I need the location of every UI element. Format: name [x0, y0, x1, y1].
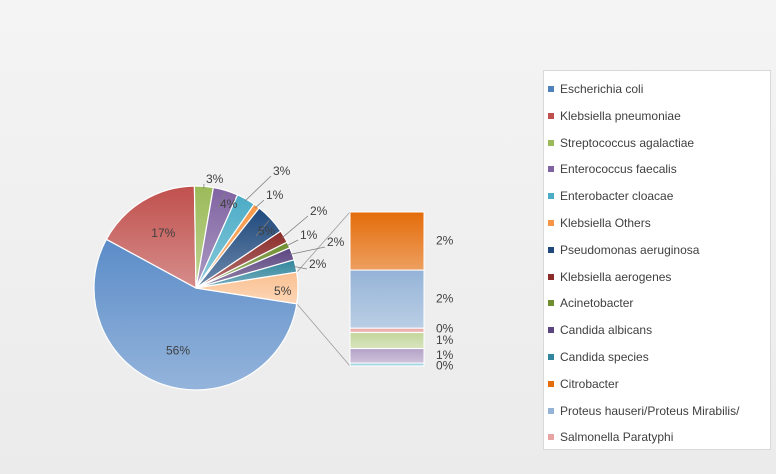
- legend-swatch: [548, 300, 554, 307]
- legend-swatch: [548, 380, 554, 387]
- pie-slice-klebsiella-pneumoniae: [105, 185, 197, 290]
- legend-swatch: [548, 407, 554, 414]
- bar-segment-enterococcus-faecalis: [349, 348, 425, 364]
- leader-line: [244, 175, 272, 202]
- legend-label: Citrobacter: [560, 376, 619, 391]
- bar-segment-streptococcus-agalactiae: [349, 332, 425, 350]
- bar-segment-salmonella-paratyphi: [349, 327, 425, 334]
- pie-label-enterococcus-faecalis: 4%: [220, 197, 238, 211]
- legend-label: Escherichia coli: [560, 82, 644, 96]
- connector-top: [296, 211, 351, 273]
- pie-label-enterobacter-cloacae: 3%: [273, 164, 291, 178]
- legend-item-candida-species: Candida species: [548, 347, 649, 367]
- bar-label-proteus-hauseri-proteus-mirabilis: 2%: [436, 291, 454, 305]
- legend-item-proteus-hauseri-proteus-mirabilis: Proteus hauseri/Proteus Mirabilis/: [548, 401, 739, 421]
- legend-item-klebsiella-others: Klebsiella Others: [548, 213, 651, 233]
- legend-item-citrobacter: Citrobacter: [548, 374, 619, 394]
- legend: Escherichia coli Klebsiella pneumoniae Str…: [543, 70, 771, 450]
- connector-bottom: [296, 303, 351, 367]
- secondary-bar: [349, 211, 425, 367]
- legend-swatch: [548, 327, 554, 334]
- legend-swatch: [548, 434, 554, 441]
- pie-label-klebsiella-pneumoniae: 17%: [151, 226, 175, 240]
- leader-line: [293, 266, 308, 270]
- legend-swatch: [548, 112, 554, 119]
- legend-item-salmonella-paratyphi: Salmonella Paratyphi: [548, 427, 673, 447]
- pie-label-pseudomonas-aeruginosa: 5%: [258, 224, 276, 238]
- legend-swatch: [548, 273, 554, 280]
- legend-item-klebsiella-pneumoniae: Klebsiella pneumoniae: [548, 106, 681, 126]
- legend-swatch: [548, 354, 554, 360]
- legend-item-escherichia-coli: Escherichia coli: [548, 79, 643, 99]
- legend-label: Candida species: [560, 350, 649, 364]
- legend-swatch: [548, 193, 554, 200]
- leader-line: [290, 246, 326, 255]
- bar-segment-citrobacter: [349, 211, 425, 271]
- legend-label: Salmonella Paratyphi: [560, 430, 674, 445]
- legend-label: Candida albicans: [560, 323, 653, 338]
- legend-item-acinetobacter: Acinetobacter: [548, 293, 633, 313]
- pie-label-klebsiella-aerogenes: 2%: [310, 204, 328, 218]
- leader-line: [255, 199, 265, 208]
- legend-label: Pseudomonas aeruginosa: [560, 242, 700, 257]
- pie-label-candida-species: 2%: [309, 257, 327, 271]
- legend-swatch: [548, 166, 554, 173]
- legend-swatch: [548, 86, 554, 92]
- legend-item-enterobacter-cloacae: Enterobacter cloacae: [548, 186, 673, 206]
- bar-segment-proteus-hauseri-proteus-mirabilis: [349, 269, 425, 329]
- bar-label-enterobacter-cloacae: 0%: [436, 359, 454, 373]
- pie-slice-escherichia-coli: [93, 238, 298, 391]
- secondary-bar-labels: 2%2%0%1%1%0%: [436, 233, 454, 372]
- bar-segment-enterobacter-cloacae: [349, 362, 425, 367]
- pie-label-streptococcus-agalactiae: 3%: [206, 172, 224, 186]
- leader-line: [282, 215, 309, 238]
- legend-item-klebsiella-aerogenes: Klebsiella aerogenes: [548, 267, 671, 287]
- legend-label: Klebsiella aerogenes: [560, 269, 672, 284]
- legend-item-streptococcus-agalactiae: Streptococcus agalactiae: [548, 133, 694, 153]
- main-pie-labels: 56%17%3%4%3%1%5%2%1% 2%2%5%: [151, 164, 344, 357]
- legend-swatch: [548, 246, 554, 253]
- bar-label-citrobacter: 2%: [436, 233, 454, 247]
- pie-label-escherichia-coli: 56%: [166, 343, 190, 357]
- legend-label: Streptococcus agalactiae: [560, 135, 695, 150]
- bar-label-streptococcus-agalactiae: 1%: [436, 333, 454, 347]
- pie-slice-other: [195, 271, 299, 305]
- bar-label-salmonella-paratyphi: 0%: [436, 322, 454, 336]
- pie-label-other: 5%: [274, 284, 292, 298]
- pie-label-acinetobacter: 1%: [300, 228, 318, 242]
- pie-label-klebsiella-others: 1%: [266, 188, 284, 202]
- legend-swatch: [548, 139, 554, 146]
- legend-item-candida-albicans: Candida albicans: [548, 320, 652, 340]
- leader-line: [286, 239, 299, 247]
- legend-item-enterococcus-faecalis: Enterococcus faecalis: [548, 159, 677, 179]
- main-pie: [93, 185, 299, 391]
- leader-line: [255, 219, 270, 237]
- legend-swatch: [548, 220, 554, 226]
- legend-label: Enterobacter cloacae: [560, 189, 674, 204]
- legend-label: Klebsiella Others: [560, 216, 651, 230]
- legend-label: Acinetobacter: [560, 296, 634, 311]
- pie-label-candida-albicans: 2%: [327, 235, 345, 249]
- connector-lines: [296, 211, 351, 367]
- bar-label-enterococcus-faecalis: 1%: [436, 348, 454, 362]
- legend-label: Enterococcus faecalis: [560, 162, 677, 177]
- legend-label: Proteus hauseri/Proteus Mirabilis/: [560, 403, 740, 418]
- legend-label: Klebsiella pneumoniae: [560, 108, 681, 123]
- leader-line: [217, 192, 226, 210]
- legend-item-pseudomonas-aeruginosa: Pseudomonas aeruginosa: [548, 240, 699, 260]
